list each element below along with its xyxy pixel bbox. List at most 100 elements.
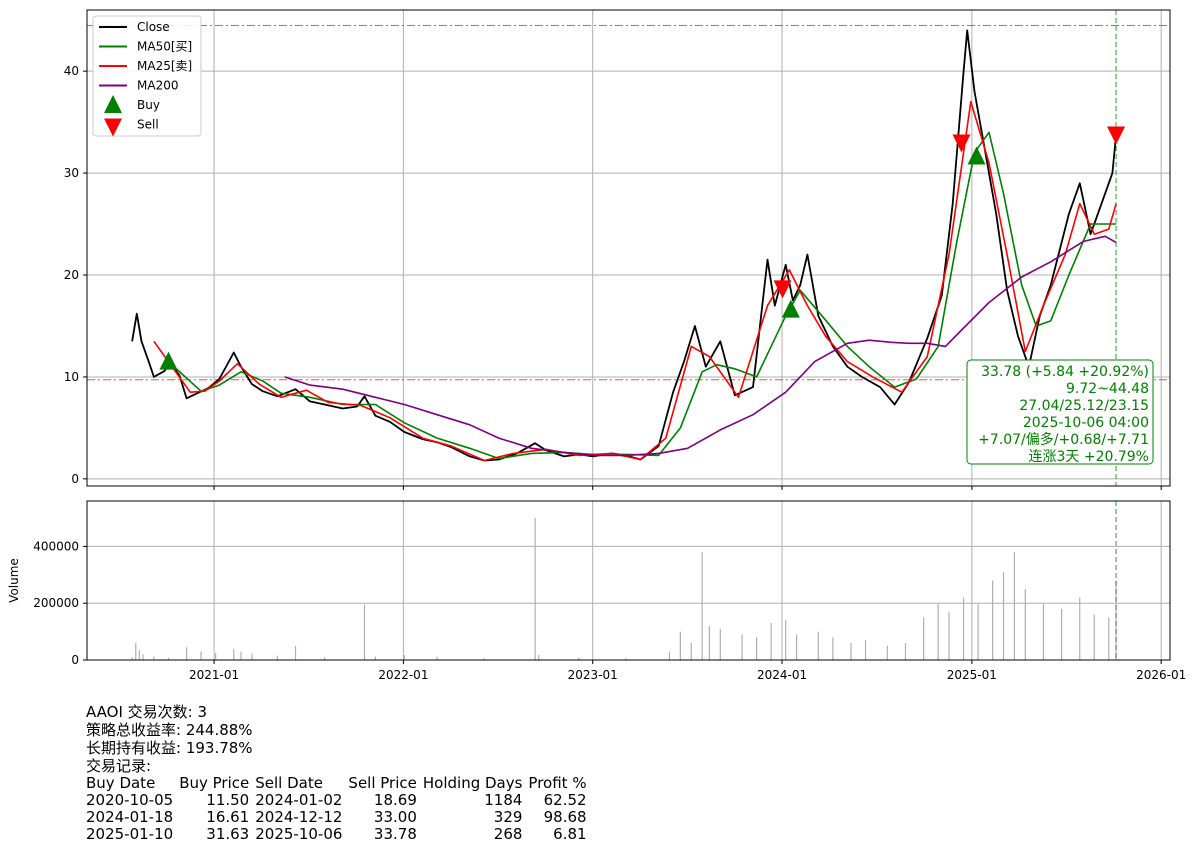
volume-bar bbox=[1115, 580, 1117, 660]
volume-bar bbox=[937, 603, 939, 660]
volume-bar bbox=[756, 637, 758, 660]
table-cell: 2025-10-06 bbox=[255, 825, 343, 843]
col-header: Sell Date bbox=[255, 774, 323, 792]
info-line-3: 27.04/25.12/23.15 bbox=[1019, 398, 1149, 414]
x-tick-label: 2025-01 bbox=[947, 668, 997, 682]
table-cell: 31.63 bbox=[206, 825, 250, 843]
table-cell: 33.78 bbox=[373, 825, 417, 843]
volume-bar bbox=[251, 653, 253, 660]
volume-bar bbox=[668, 651, 671, 660]
table-cell: 1184 bbox=[484, 791, 523, 809]
trade-summary: AAOI 交易次数: 3 策略总收益率: 244.88% 长期持有收益: 193… bbox=[86, 703, 593, 843]
volume-bar bbox=[832, 637, 834, 660]
price-axes-frame bbox=[86, 9, 1171, 487]
info-box bbox=[966, 359, 1154, 465]
legend-ma50-label: MA50[买] bbox=[137, 40, 192, 54]
volume-axis-label: Volume bbox=[7, 558, 21, 603]
trade-count: AAOI 交易次数: 3 bbox=[86, 703, 208, 721]
table-row: 2020-10-05 11.50 2024-01-02 18.69 1184 6… bbox=[86, 792, 593, 809]
volume-bar bbox=[233, 649, 235, 660]
info-line-6: 连涨3天 +20.79% bbox=[1029, 449, 1149, 465]
col-header: Sell Price bbox=[348, 774, 417, 792]
x-tick-label: 2021-01 bbox=[189, 668, 239, 682]
table-cell: 2024-01-02 bbox=[255, 791, 343, 809]
volume-y-tick-label: 200000 bbox=[33, 596, 79, 610]
table-cell: 18.69 bbox=[373, 791, 417, 809]
x-tick-label: 2024-01 bbox=[757, 668, 807, 682]
table-cell: 6.81 bbox=[553, 825, 587, 843]
volume-bar bbox=[625, 658, 627, 660]
volume-bar bbox=[679, 631, 681, 660]
legend-sell-swatch bbox=[104, 118, 122, 137]
series-ma25-line bbox=[153, 100, 1117, 462]
table-cell: 2020-10-05 bbox=[86, 791, 174, 809]
volume-bar bbox=[538, 654, 540, 660]
volume-bar bbox=[200, 651, 202, 660]
sell-marker bbox=[773, 280, 792, 299]
legend-ma200-label: MA200 bbox=[137, 79, 178, 93]
col-header: Profit % bbox=[528, 774, 587, 792]
volume-bar bbox=[1042, 603, 1045, 660]
volume-bar bbox=[167, 657, 170, 660]
volume-bar bbox=[1002, 571, 1005, 660]
x-tick-label: 2026-01 bbox=[1136, 668, 1186, 682]
price-y-tick-label: 30 bbox=[64, 166, 79, 180]
buy-marker bbox=[159, 351, 178, 370]
volume-y-tick-label: 400000 bbox=[33, 539, 79, 553]
table-row: 2025-01-10 31.63 2025-10-06 33.78 268 6.… bbox=[86, 826, 593, 843]
table-cell: 11.50 bbox=[206, 791, 250, 809]
volume-bar bbox=[276, 655, 278, 660]
volume-bar bbox=[1079, 597, 1081, 660]
volume-bar bbox=[294, 645, 297, 660]
volume-plot-area bbox=[87, 501, 1170, 660]
volume-bar bbox=[864, 640, 867, 660]
table-cell: 33.00 bbox=[373, 808, 417, 826]
volume-bar bbox=[962, 597, 965, 660]
legend-ma25-label: MA25[卖] bbox=[137, 59, 192, 73]
table-row: 2024-01-18 16.61 2024-12-12 33.00 329 98… bbox=[86, 809, 593, 826]
volume-bar bbox=[135, 642, 137, 660]
price-y-tick-label: 20 bbox=[64, 268, 79, 282]
volume-bar bbox=[923, 617, 925, 660]
volume-bar bbox=[850, 642, 852, 660]
buy-marker bbox=[967, 146, 986, 165]
price-y-tick-label: 40 bbox=[64, 64, 79, 78]
volume-y-tick-label: 0 bbox=[71, 653, 79, 667]
volume-axes-frame bbox=[86, 500, 1171, 661]
table-cell: 2024-12-12 bbox=[255, 808, 343, 826]
volume-bar bbox=[1093, 614, 1095, 660]
volume-bar bbox=[483, 658, 485, 660]
volume-bar bbox=[142, 654, 144, 660]
volume-bar bbox=[886, 645, 888, 660]
volume-bar bbox=[138, 650, 140, 660]
col-header: Buy Price bbox=[179, 774, 250, 792]
price-volume-chart: 0 10 20 30 40 0 200000 400000 2021-01 2022-01 2023… bbox=[7, 9, 1186, 682]
legend-buy-swatch bbox=[104, 95, 122, 113]
records-title: 交易记录: bbox=[86, 757, 152, 775]
table-cell: 329 bbox=[493, 808, 523, 826]
volume-bar bbox=[131, 657, 133, 660]
volume-bar bbox=[770, 623, 772, 660]
table-cell: 2024-01-18 bbox=[86, 808, 174, 826]
volume-bar bbox=[1024, 589, 1026, 660]
legend-sell-label: Sell bbox=[137, 118, 159, 132]
trades-table: Buy Date Buy Price Sell Date Sell Price … bbox=[86, 775, 593, 843]
volume-bar bbox=[817, 631, 819, 660]
volume-bar bbox=[215, 652, 217, 660]
volume-bar bbox=[153, 656, 155, 660]
info-line-1: 33.78 (+5.84 +20.92%) bbox=[981, 364, 1149, 380]
volume-bar bbox=[904, 642, 907, 660]
info-line-4: 2025-10-06 04:00 bbox=[1023, 415, 1149, 431]
volume-bar bbox=[403, 654, 406, 660]
col-header: Holding Days bbox=[422, 774, 523, 792]
volume-bar bbox=[785, 620, 787, 660]
series-ma200-line bbox=[284, 235, 1117, 457]
volume-bar bbox=[992, 580, 994, 660]
volume-bar bbox=[534, 518, 536, 660]
volume-bar bbox=[363, 604, 366, 660]
legend-close-label: Close bbox=[137, 20, 170, 34]
volume-bar bbox=[977, 603, 979, 660]
total-return: 策略总收益率: 244.88% bbox=[86, 721, 253, 739]
table-cell: 98.68 bbox=[543, 808, 587, 826]
